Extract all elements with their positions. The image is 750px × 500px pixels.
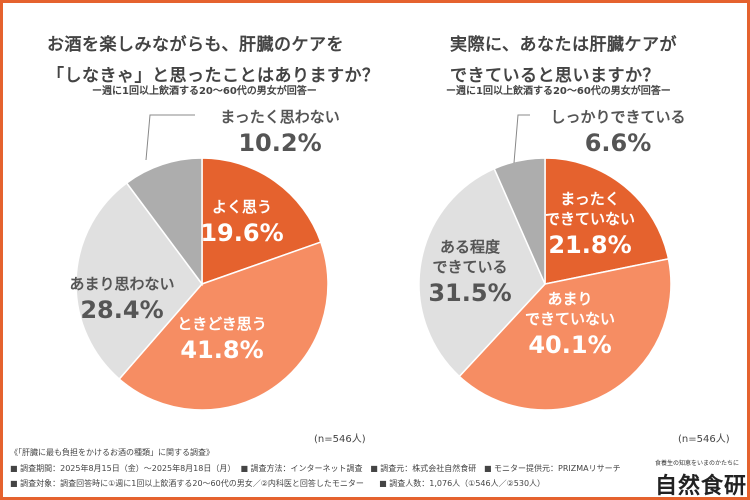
chart2-title: 実際に、あなたは肝臓ケアが できていると思いますか？: [450, 30, 677, 92]
survey-source: ■ 調査元：株式会社自然食研: [370, 464, 477, 473]
pie2-slice-3: [418, 167, 546, 378]
pie2-slice-2-value: 40.1%: [528, 331, 611, 359]
survey-count: ■ 調査人数：1,076人（①546人／②530人）: [379, 479, 546, 488]
pie2-slice-1-label: まったく: [560, 190, 619, 208]
pie1-slice-2: [118, 241, 329, 411]
pie1-slice-4-value: 10.2%: [238, 129, 321, 157]
pie2-slice-1-label: できていない: [545, 210, 635, 228]
chart1-subtitle: ー週に1回以上飲酒する20〜60代の男女が回答ー: [92, 86, 317, 97]
pie1-slice-2-label: ときどき思う: [177, 315, 267, 333]
chart1-n-label: (n=546人): [314, 434, 366, 445]
survey-title: 《「肝臓に最も負担をかけるお酒の種類」に関する調査》: [10, 448, 214, 457]
pie2-slice-1: [544, 157, 670, 285]
pie1-slice-4: [125, 157, 203, 287]
pie2-slice-2-label: あまり: [547, 290, 592, 308]
footer-line3: ■ 調査対象：調査回答時に①週に1回以上飲酒する20〜60代の男女／②内科医と回…: [10, 478, 545, 489]
chart1-title-line2: 「しなきゃ」と思ったことはありますか？: [47, 66, 380, 86]
chart2-n-label: (n=546人): [678, 434, 730, 445]
footer-line2: ■ 調査期間：2025年8月15日（金）〜2025年8月18日（月） ■ 調査方…: [10, 463, 621, 474]
pie2-slice-3-value: 31.5%: [428, 279, 511, 307]
brand-tagline: 食養生の知恵をいまのかたちに: [655, 460, 740, 467]
pie1-slice-2-value: 41.8%: [180, 336, 263, 364]
chart1-title: お酒を楽しみながらも、肝臓のケアを 「しなきゃ」と思ったことはありますか？: [47, 30, 380, 92]
pie2-slice-3-label: ある程度: [440, 238, 501, 256]
pie2-slice-1-value: 21.8%: [548, 231, 631, 259]
chart2-subtitle: ー週に1回以上飲酒する20〜60代の男女が回答ー: [446, 86, 671, 97]
chart1-title-line1: お酒を楽しみながらも、肝臓のケアを: [47, 35, 344, 55]
monitor-provider: ■ モニター提供元：PRIZMAリサーチ: [483, 464, 621, 473]
pie1-slice-4-label: まったく思わない: [220, 108, 339, 126]
pie1-slice-1-value: 19.6%: [200, 219, 283, 247]
pie1-slice-3-value: 28.4%: [80, 296, 163, 324]
pie1-leader-line: [145, 114, 195, 161]
brand-logo: 自然食研: [655, 474, 748, 499]
survey-target: ■ 調査対象：調査回答時に①週に1回以上飲酒する20〜60代の男女／②内科医と回…: [10, 479, 364, 488]
survey-period: ■ 調査期間：2025年8月15日（金）〜2025年8月18日（月）: [10, 464, 236, 473]
pie1-slice-3-label: あまり思わない: [69, 275, 174, 293]
chart2-title-line2: できていると思いますか？: [450, 66, 660, 86]
pie2-slice-4-value: 6.6%: [585, 129, 652, 157]
pie2-slice-4: [493, 157, 546, 285]
pie2-slice-4-label: しっかりできている: [550, 108, 685, 126]
pie1-slice-1-label: よく思う: [212, 198, 272, 216]
survey-method: ■ 調査方法：インターネット調査: [240, 464, 363, 473]
chart2-title-line1: 実際に、あなたは肝臓ケアが: [450, 35, 677, 55]
pie2-slice-2-label: できていない: [525, 310, 615, 328]
pie2-leader-line: [513, 114, 530, 164]
pie2-slice-2: [458, 257, 672, 411]
pie2-slice-3-label: できている: [432, 258, 507, 276]
pie1-slice-3: [75, 181, 203, 381]
